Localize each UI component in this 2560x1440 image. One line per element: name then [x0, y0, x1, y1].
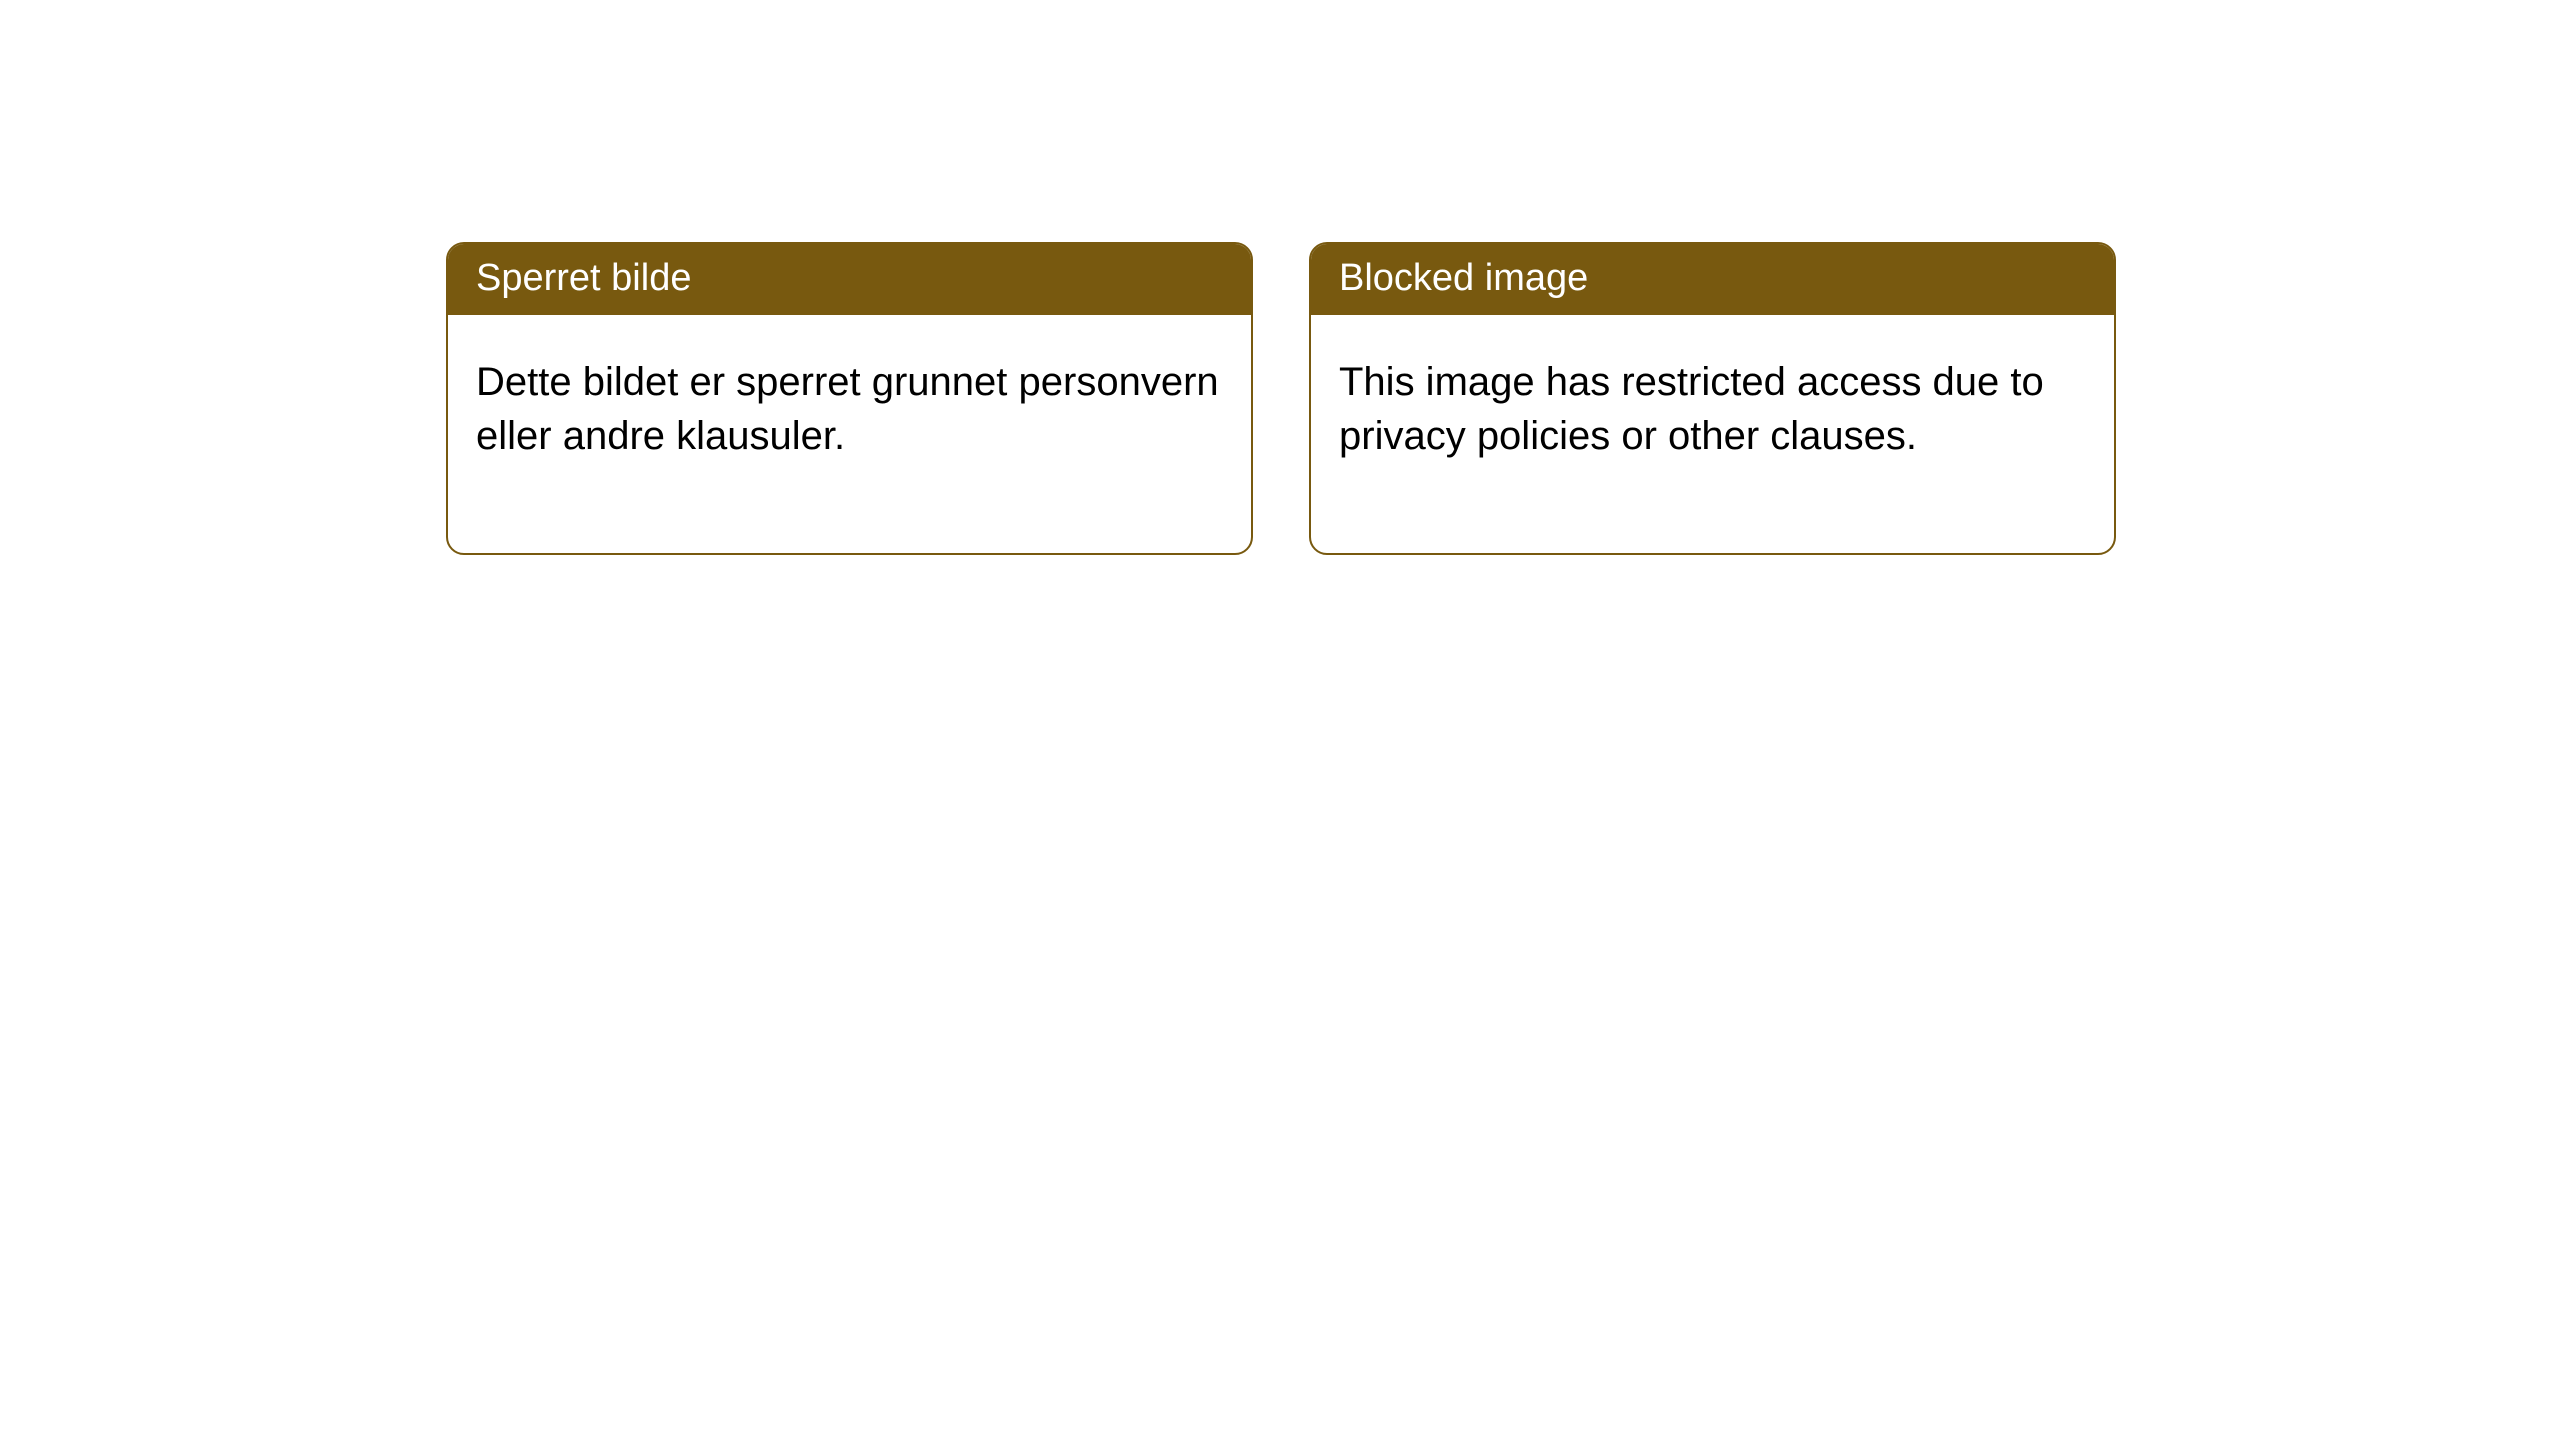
- card-header: Blocked image: [1311, 244, 2114, 315]
- card-body-text: Dette bildet er sperret grunnet personve…: [476, 360, 1219, 458]
- card-title: Sperret bilde: [476, 257, 691, 299]
- card-title: Blocked image: [1339, 257, 1588, 299]
- notice-card-norwegian: Sperret bilde Dette bildet er sperret gr…: [446, 242, 1253, 555]
- notice-container: Sperret bilde Dette bildet er sperret gr…: [446, 242, 2116, 555]
- notice-card-english: Blocked image This image has restricted …: [1309, 242, 2116, 555]
- card-body: This image has restricted access due to …: [1311, 315, 2114, 553]
- card-body-text: This image has restricted access due to …: [1339, 360, 2044, 458]
- card-body: Dette bildet er sperret grunnet personve…: [448, 315, 1251, 553]
- card-header: Sperret bilde: [448, 244, 1251, 315]
